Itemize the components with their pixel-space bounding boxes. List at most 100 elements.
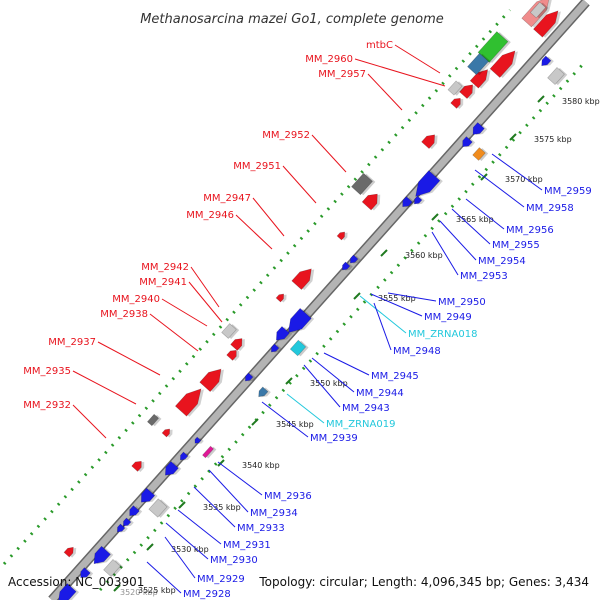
tick-label: 3550 kbp — [310, 379, 348, 388]
leader-line — [161, 298, 208, 327]
leader-line — [431, 231, 459, 276]
leader-line — [451, 208, 491, 245]
leader-line — [286, 393, 325, 424]
leader-line — [72, 404, 107, 439]
gene-arrow-reverse — [164, 461, 182, 476]
tick-mark — [146, 543, 154, 551]
gene-box-darkgrey — [351, 172, 376, 196]
gene-arrow-forward — [174, 388, 204, 417]
gene-arrow-reverse — [141, 487, 158, 503]
gene-box-grey — [103, 559, 124, 578]
leader-line — [394, 44, 441, 74]
gene-label-reverse: MM_2956 — [506, 225, 554, 236]
gene-label-reverse: MM_2944 — [356, 388, 404, 399]
gene-label-reverse: MM_2934 — [250, 508, 298, 519]
gene-arrow-reverse — [402, 196, 416, 208]
leader-line — [367, 73, 403, 111]
leader-line — [188, 281, 223, 323]
gene-arrow-reverse — [117, 523, 128, 533]
leader-line — [282, 165, 317, 204]
features-layer — [57, 0, 568, 600]
gene-label-forward: MM_2942 — [141, 262, 189, 273]
tick-mark — [113, 584, 121, 592]
accession-text: Accession: NC_003901 — [8, 575, 144, 589]
tick-mark — [431, 213, 439, 221]
leader-line — [311, 134, 347, 173]
gene-arrow-forward — [533, 10, 561, 38]
leader-line — [165, 522, 209, 560]
gene-arrow-reverse — [123, 517, 134, 527]
gene-label-forward: MM_2940 — [112, 294, 160, 305]
gene-arrow-forward — [63, 546, 77, 558]
gene-label-reverse: MM_2948 — [393, 346, 441, 357]
gene-box-grey — [447, 80, 465, 96]
gene-label-reverse: MM_2955 — [492, 240, 540, 251]
gene-arrow-reverse — [93, 545, 114, 565]
tick-label: 3555 kbp — [378, 294, 416, 303]
gene-box-magenta — [202, 445, 217, 459]
leader-line — [373, 302, 392, 351]
leader-line — [217, 461, 263, 496]
gene-arrow-reverse — [472, 122, 488, 136]
tick-label: 3575 kbp — [534, 135, 572, 144]
gene-box-steelblue — [467, 52, 492, 76]
gene-arrow-forward — [459, 84, 476, 100]
gene-label-reverse: MM_2953 — [460, 271, 508, 282]
tick-label: 3580 kbp — [562, 97, 600, 106]
gene-label-forward: MM_2938 — [100, 309, 148, 320]
tick-label: 3570 kbp — [505, 175, 543, 184]
gene-label-reverse: MM_2930 — [210, 555, 258, 566]
guide-line-outer-forward — [2, 8, 512, 566]
gene-label-reverse: MM_2936 — [264, 491, 312, 502]
tick-mark — [217, 459, 225, 467]
leader-line — [303, 364, 341, 408]
gene-arrow-reverse — [342, 261, 353, 271]
tick-label: 3560 kbp — [405, 251, 443, 260]
gene-arrow-reverse — [541, 55, 554, 67]
gene-arrow-reverse — [414, 195, 425, 205]
leader-line — [387, 292, 437, 302]
tick-mark — [380, 249, 388, 257]
guide-line-outer-reverse — [98, 60, 587, 592]
gene-label-forward: MM_2951 — [233, 161, 281, 172]
leader-line — [311, 357, 355, 393]
gene-label-reverse: MM_2933 — [237, 523, 285, 534]
tick-label: 3535 kbp — [203, 503, 241, 512]
gene-label-reverse: MM_2954 — [478, 256, 526, 267]
gene-arrow-forward — [291, 268, 315, 291]
gene-box-grey — [547, 67, 568, 86]
gene-box-ncrna — [289, 339, 309, 357]
tick-label: 3565 kbp — [456, 215, 494, 224]
leader-line — [354, 58, 446, 87]
gene-arrow-reverse — [258, 386, 271, 398]
leader-line — [439, 220, 477, 261]
gene-arrow-reverse — [245, 372, 256, 382]
gene-arrow-reverse — [194, 436, 204, 444]
tick-mark — [178, 501, 186, 509]
backbone — [48, 0, 590, 600]
gene-label-reverse: MM_2949 — [424, 312, 472, 323]
gene-label-reverse: MM_2939 — [310, 433, 358, 444]
tick-label: 3525 kbp — [138, 586, 176, 595]
gene-arrow-forward — [421, 134, 438, 150]
gene-label-reverse: MM_2928 — [183, 589, 231, 600]
leader-line — [359, 295, 407, 334]
gene-arrow-reverse — [180, 451, 191, 461]
gene-arrow-forward — [275, 293, 287, 303]
tick-mark — [509, 133, 517, 141]
gene-label-forward: MM_2946 — [186, 210, 234, 221]
leader-line — [72, 370, 137, 405]
tick-label: 3520 kbp — [120, 588, 158, 597]
labels-layer: mtbC MM_2960 MM_2957 MM_2952 MM_2951 MM_2947 M… — [23, 40, 591, 600]
leader-line — [97, 341, 161, 376]
gene-label-reverse: MM_2929 — [197, 574, 245, 585]
gene-arrow-forward — [199, 368, 224, 393]
gene-label-forward: MM_2952 — [262, 130, 310, 141]
leader-line — [177, 509, 222, 545]
gene-arrow-forward — [336, 231, 348, 241]
leader-line — [149, 313, 199, 352]
gene-label-reverse: MM_2959 — [544, 186, 592, 197]
gene-label-forward: MM_2932 — [23, 400, 71, 411]
tick-mark — [537, 95, 545, 103]
